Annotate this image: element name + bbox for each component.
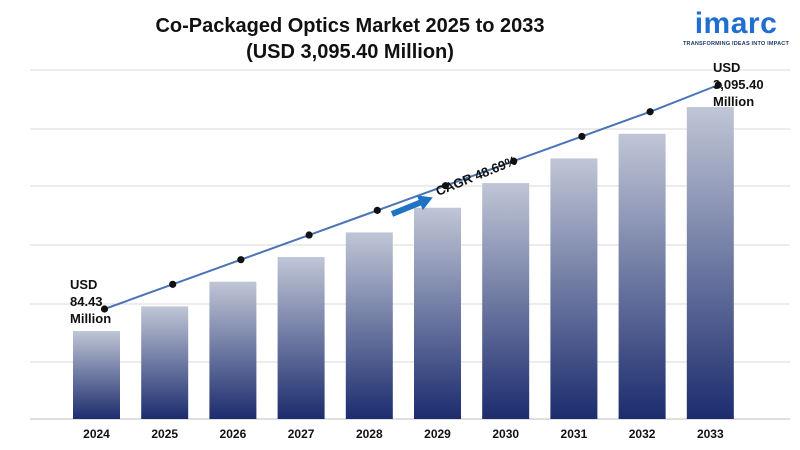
trend-marker-2028 [373,206,381,214]
cagr-arrow [390,195,433,217]
trend-marker-2033 [714,81,722,89]
bar-2028 [345,232,393,419]
x-tick-2024: 2024 [83,427,110,441]
trend-marker-2029 [441,182,450,190]
chart-title-line2: (USD 3,095.40 Million) [246,41,454,63]
start-label-line2: 84.43 [70,294,103,309]
bar-2033 [686,107,734,419]
x-tick-2028: 2028 [356,427,383,441]
bar-2030 [482,183,530,419]
logo-tagline: TRANSFORMING IDEAS INTO IMPACT [682,41,790,47]
start-value-label: USD 84.43 Million [70,276,130,327]
bar-2029 [414,207,461,419]
logo-name: imarc [694,7,778,40]
chart-title-line1: Co-Packaged Optics Market 2025 to 2033 [155,15,545,37]
cagr-arrow-shape [390,195,433,217]
x-tick-2025: 2025 [151,427,178,441]
x-tick-2032: 2032 [629,427,656,441]
bar-2025 [141,306,189,419]
x-tick-2029: 2029 [424,427,451,441]
trend-marker-2032 [646,108,654,116]
end-label-line2: 3,095.40 [713,77,764,92]
end-label-line1: USD [713,60,741,75]
bar-2027 [277,257,325,419]
x-tick-2033: 2033 [697,427,724,441]
x-tick-2031: 2031 [561,427,588,441]
x-tick-2026: 2026 [220,427,247,441]
end-label-line3: Million [713,94,755,109]
start-label-line3: Million [70,311,112,326]
trend-marker-2031 [578,132,586,141]
trend-marker-2026 [237,256,245,264]
trend-marker-2027 [305,231,313,239]
trend-marker-2024 [100,305,109,313]
trend-line [104,84,719,310]
start-label-line1: USD [70,277,98,292]
bar-2026 [209,281,257,419]
imarc-logo: imarc TRANSFORMING IDEAS INTO IMPACT [680,7,792,48]
end-value-label: USD 3,095.40 Million [713,59,773,110]
bar-2032 [618,133,666,419]
bar-2024 [73,331,120,419]
x-tick-2027: 2027 [288,427,315,441]
trend-marker-2030 [510,157,518,165]
trend-marker-2025 [169,280,177,288]
x-tick-2030: 2030 [492,427,519,441]
bar-2031 [550,158,598,419]
